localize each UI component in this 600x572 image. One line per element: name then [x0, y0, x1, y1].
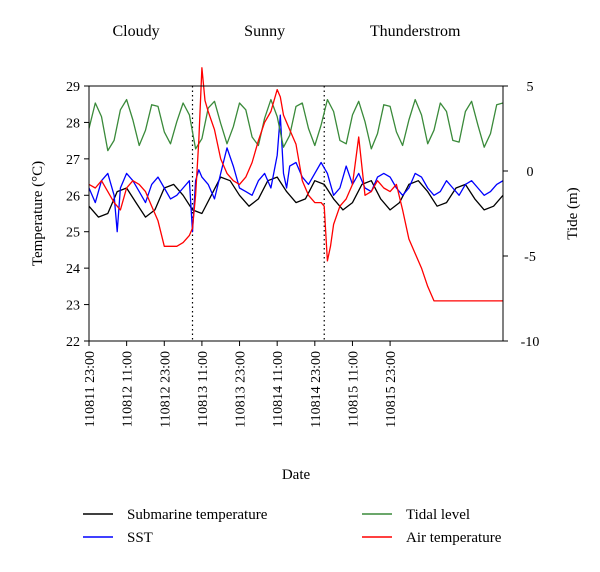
x-tick-label-4: 110813 23:00 [234, 351, 249, 428]
y2-tick-label-0: -10 [521, 335, 540, 350]
series-line-1 [89, 114, 503, 233]
x-tick-label-0: 110811 23:00 [83, 351, 98, 427]
y-tick-label-0: 22 [66, 335, 80, 350]
plot-frame [88, 85, 504, 342]
period-labels: Cloudy Sunny Thunderstrom [112, 23, 461, 40]
period-label-2: Thunderstrom [370, 23, 461, 40]
y-tick-label-7: 29 [66, 80, 80, 95]
series-line-0 [89, 176, 503, 218]
x-tick-label-6: 110814 23:00 [309, 351, 324, 428]
y-axis-right: -10 -5 0 5 [503, 80, 539, 350]
period-label-1: Sunny [244, 23, 285, 40]
x-tick-label-5: 110814 11:00 [271, 351, 286, 427]
legend-label-1: Tidal level [406, 507, 470, 523]
legend-label-2: SST [127, 530, 153, 546]
y-tick-label-2: 24 [66, 262, 80, 277]
y-tick-label-4: 26 [66, 189, 80, 204]
period-label-0: Cloudy [112, 23, 159, 40]
x-tick-label-2: 110812 23:00 [158, 351, 173, 428]
y-tick-label-3: 25 [66, 226, 80, 241]
series-line-2 [89, 98, 503, 152]
x-axis-title: Date [282, 467, 311, 483]
y2-axis-title: Tide (m) [565, 187, 581, 239]
x-tick-label-7: 110815 11:00 [346, 351, 361, 427]
x-tick-label-3: 110813 11:00 [196, 351, 211, 427]
series-lines [89, 67, 503, 302]
y2-tick-label-1: -5 [524, 250, 536, 265]
legend-label-0: Submarine temperature [127, 507, 268, 523]
series-line-3 [89, 67, 503, 302]
y-tick-label-5: 27 [66, 153, 80, 168]
y-axis-left: 22 23 24 25 26 27 28 29 [66, 80, 89, 350]
y-tick-label-6: 28 [66, 116, 80, 131]
y2-tick-label-3: 5 [527, 80, 534, 95]
y2-tick-label-2: 0 [527, 165, 534, 180]
legend-label-3: Air temperature [406, 530, 502, 546]
x-axis: 110811 23:00 110812 11:00 110812 23:00 1108… [83, 341, 399, 428]
y-axis-title: Temperature (°C) [30, 161, 46, 266]
x-tick-label-8: 110815 23:00 [384, 351, 399, 428]
x-tick-label-1: 110812 11:00 [121, 351, 136, 427]
legend: Submarine temperature Tidal level SST Air t… [83, 507, 502, 546]
y-tick-label-1: 23 [66, 299, 80, 314]
